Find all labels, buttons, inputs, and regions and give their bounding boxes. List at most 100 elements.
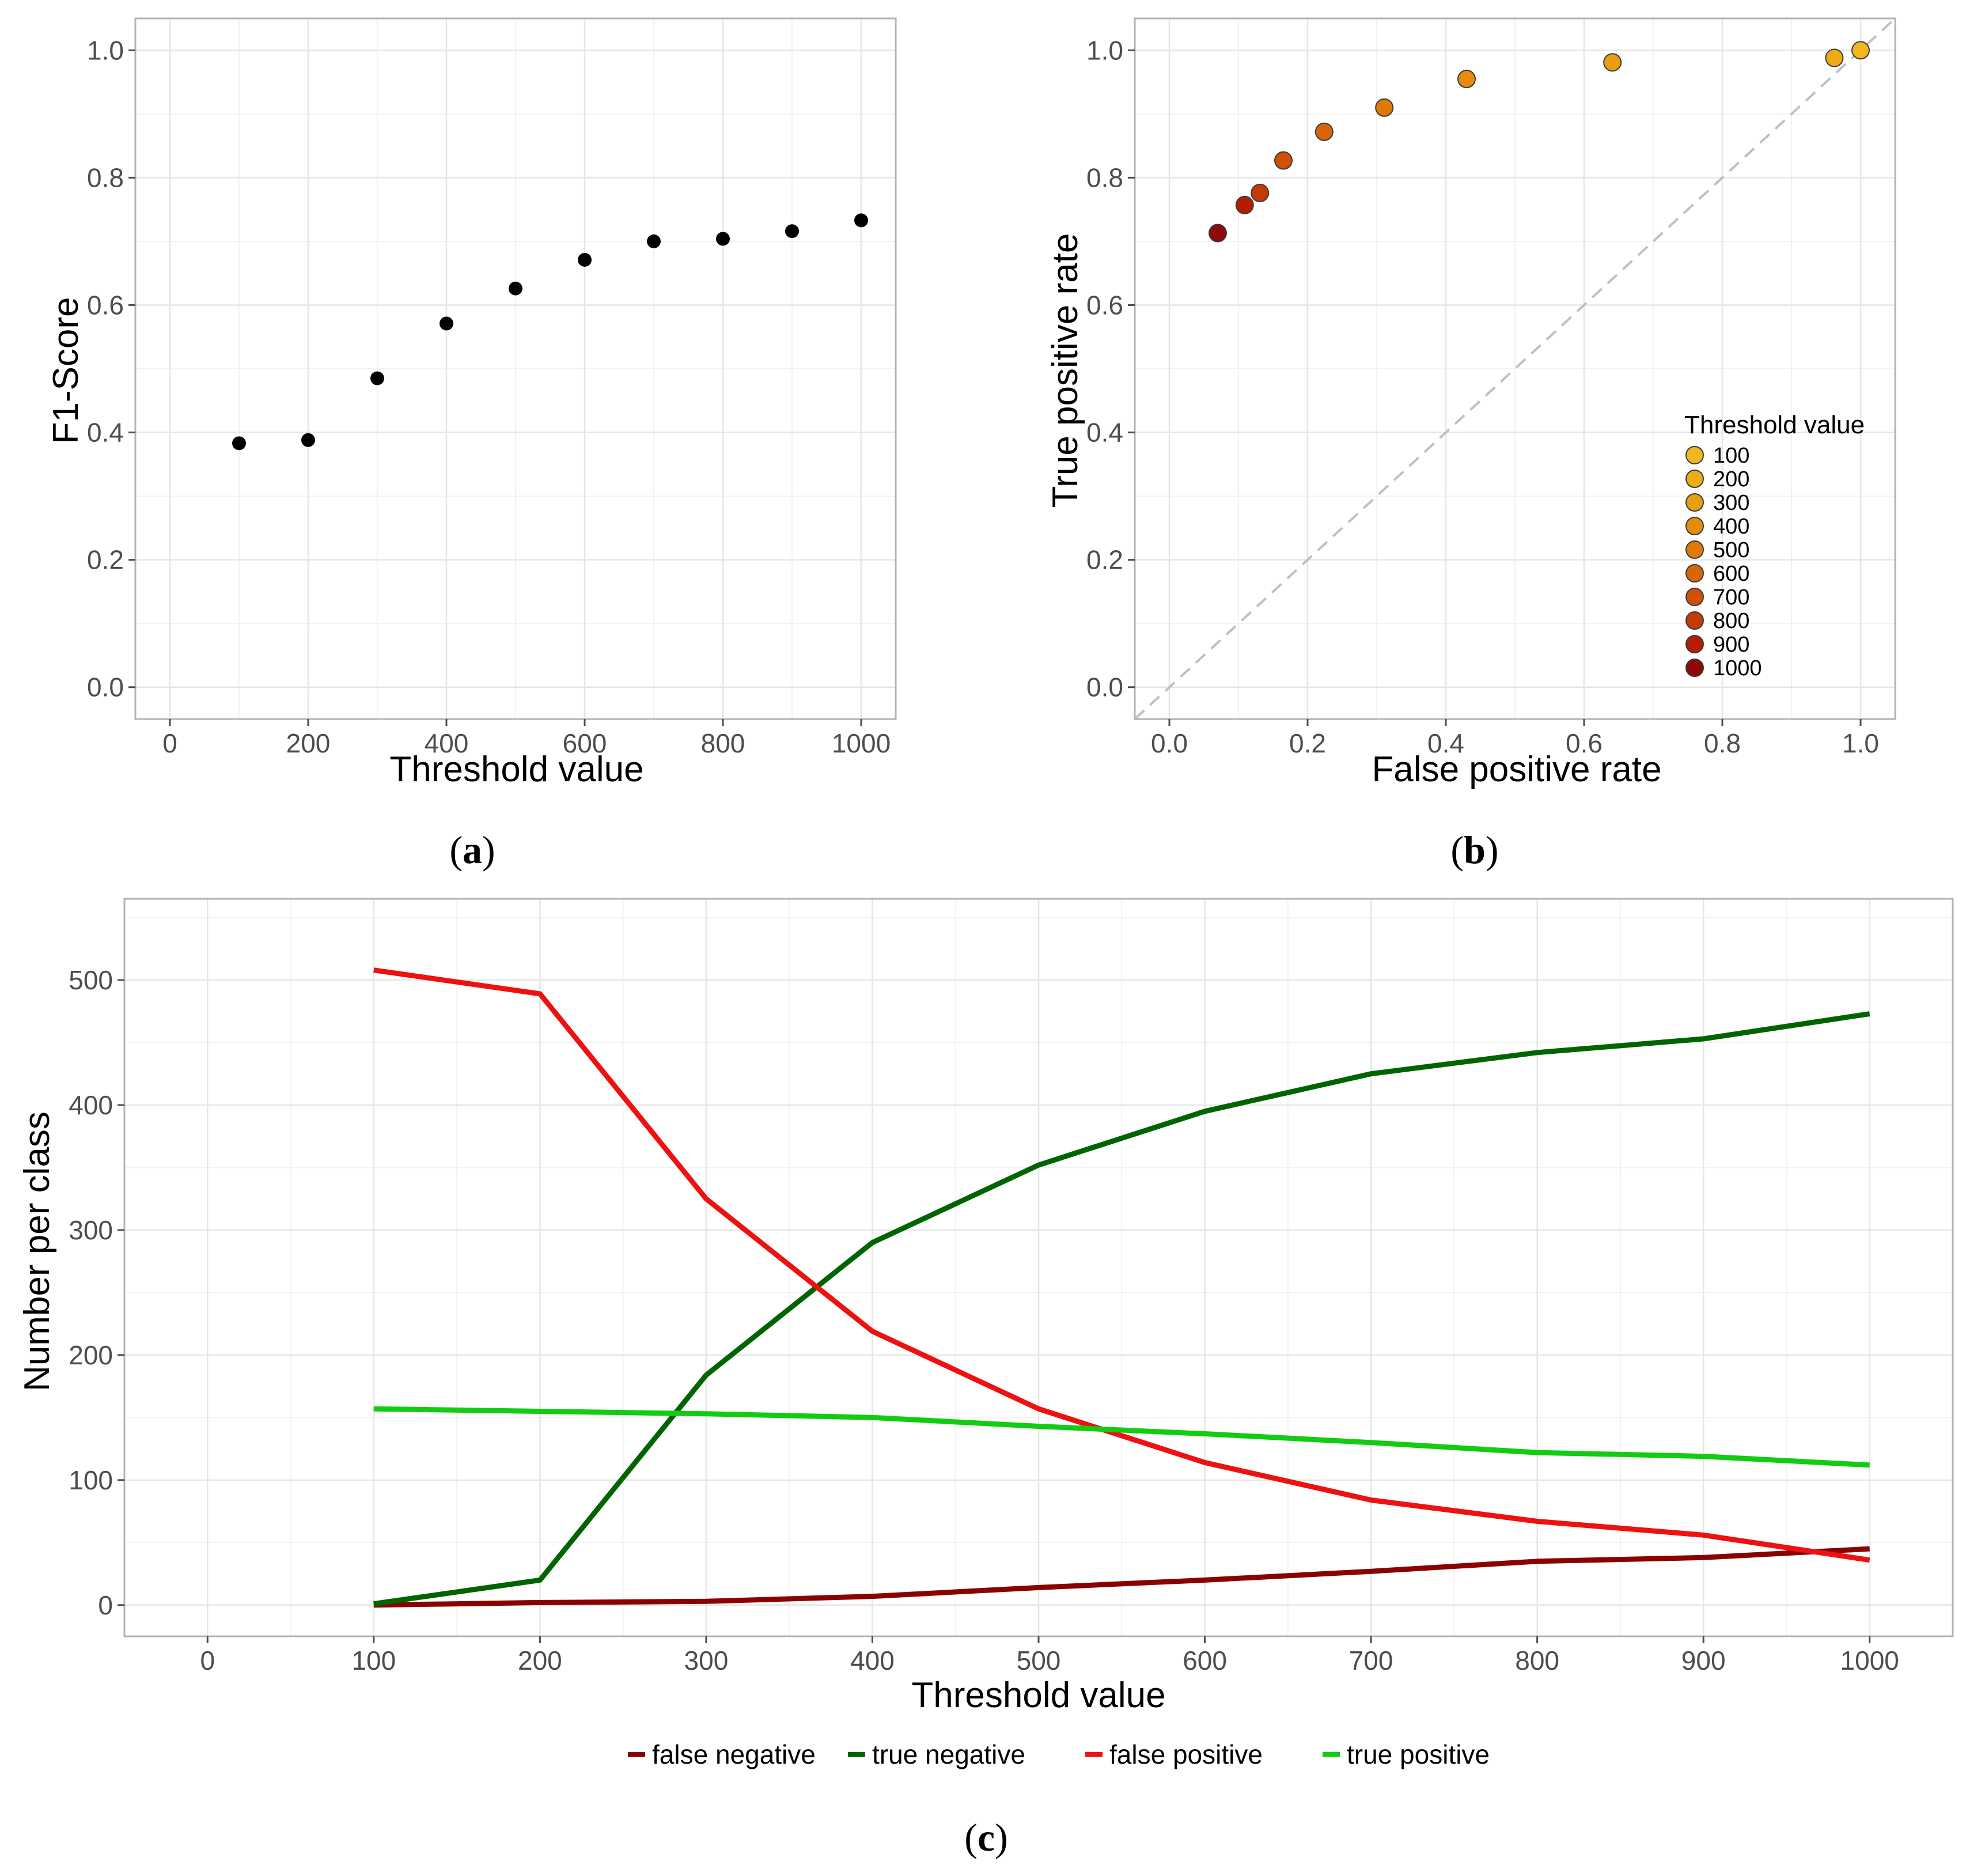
a-x-tick-label: 200	[286, 728, 331, 758]
panel-b-data-point	[1209, 224, 1227, 243]
c-x-tick-label: 900	[1681, 1646, 1726, 1675]
a-x-tick-label: 1000	[832, 728, 891, 758]
c-x-tick-label: 500	[1017, 1646, 1061, 1675]
panel-c-y-ticks: 0 100 200 300 400 500	[69, 965, 124, 1620]
panel-a-points	[232, 213, 868, 451]
b-x-tick-label: 0.0	[1151, 728, 1188, 758]
panel-b-x-axis-title: False positive rate	[1372, 750, 1661, 789]
panel-c-legend-label: true negative	[872, 1739, 1025, 1769]
panel-b-data-point	[1274, 151, 1293, 170]
panel-c-label: (c)	[964, 1816, 1008, 1859]
panel-a-data-point	[232, 436, 246, 451]
panel-b-data-point	[1375, 98, 1394, 117]
panel-b-x-ticks: 0.0 0.2 0.4 0.6 0.8 1.0	[1151, 719, 1879, 758]
c-x-tick-label: 800	[1515, 1646, 1559, 1675]
panel-c-label-close: )	[995, 1816, 1008, 1859]
panel-a-data-point	[647, 234, 661, 248]
panel-b-y-ticks: 0.0 0.2 0.4 0.6 0.8 1.0	[1086, 35, 1135, 702]
panel-c-y-axis-title: Number per class	[17, 1111, 57, 1391]
b-y-tick-label: 0.4	[1086, 418, 1123, 448]
c-y-tick-label: 0	[98, 1590, 113, 1620]
a-x-tick-label: 400	[425, 728, 469, 758]
panel-b-data-point	[1251, 183, 1270, 202]
a-y-tick-label: 0.8	[87, 162, 124, 192]
panel-c-legend: false negative true negative false positiv…	[628, 1739, 1490, 1769]
panel-a-data-point	[440, 316, 453, 331]
panel-a-label-open: (	[449, 828, 463, 872]
panel-a-y-axis-title: F1-Score	[46, 297, 86, 444]
panel-b-y-axis-title: True positive rate	[1045, 233, 1085, 508]
c-y-tick-label: 300	[69, 1215, 113, 1245]
a-y-tick-label: 1.0	[87, 35, 124, 65]
panel-a-grid	[135, 18, 896, 719]
a-y-tick-label: 0.4	[87, 418, 124, 448]
c-x-tick-label: 100	[351, 1646, 396, 1675]
panel-a-x-ticks: 0 200 400 600 800 1000	[162, 719, 891, 758]
panel-b-legend-label: 900	[1713, 633, 1749, 657]
panel-b-legend-label: 300	[1713, 491, 1749, 515]
c-x-tick-label: 1000	[1840, 1646, 1899, 1675]
panel-b-legend-swatch	[1685, 540, 1704, 559]
b-x-tick-label: 0.8	[1704, 728, 1741, 758]
b-y-tick-label: 0.2	[1086, 545, 1123, 575]
c-x-tick-label: 400	[850, 1646, 895, 1675]
panel-b-data-point	[1851, 41, 1870, 60]
panel-b-data-point	[1235, 195, 1254, 214]
panel-a-label: (a)	[449, 828, 495, 872]
panel-b-legend-swatch	[1685, 517, 1704, 535]
panel-b-legend-label: 800	[1713, 609, 1749, 633]
c-y-tick-label: 100	[69, 1465, 113, 1495]
b-y-tick-label: 0.6	[1086, 290, 1123, 320]
c-x-tick-label: 700	[1349, 1646, 1393, 1675]
panel-c-class-counts-chart: 0 100 200 300 400 500 600 700 800 900 1000 0 100 200…	[17, 898, 1954, 1769]
a-x-tick-label: 0	[162, 728, 177, 758]
panel-b-legend-label: 600	[1713, 562, 1749, 586]
panel-b-legend-swatch	[1685, 446, 1704, 464]
panel-a-data-point	[854, 213, 868, 228]
panel-b-legend-label: 1000	[1713, 656, 1762, 680]
panel-b-legend-title: Threshold value	[1684, 411, 1865, 439]
panel-b-legend-swatch	[1685, 588, 1704, 606]
c-y-tick-label: 500	[69, 965, 113, 995]
panel-b-data-point	[1457, 70, 1476, 89]
panel-b-roc-chart: 0.0 0.2 0.4 0.6 0.8 1.0 0.0 0.2 0.4 0.6 0.8 1.0 Fa…	[1045, 17, 1896, 789]
b-x-tick-label: 1.0	[1842, 728, 1879, 758]
a-x-tick-label: 800	[701, 728, 745, 758]
panel-c-series-lines	[373, 967, 1870, 1608]
panel-b-data-point	[1603, 53, 1622, 72]
panel-a-data-point	[785, 224, 799, 239]
b-y-tick-label: 0.0	[1086, 672, 1123, 702]
panel-b-legend-label: 200	[1713, 467, 1749, 491]
panel-a-data-point	[301, 433, 315, 447]
panel-a-label-close: )	[482, 828, 495, 872]
panel-b-label-close: )	[1486, 828, 1499, 872]
panel-c-x-ticks: 0 100 200 300 400 500 600 700 800 900 1000	[200, 1636, 1899, 1675]
panel-b-legend: Threshold value 100200300400500600700800…	[1684, 411, 1865, 680]
panel-b-data-point	[1315, 122, 1334, 141]
panel-a-x-axis-title: Threshold value	[389, 750, 643, 789]
panel-b-legend-label: 100	[1713, 444, 1749, 468]
b-x-tick-label: 0.4	[1427, 728, 1464, 758]
panel-a-frame	[134, 17, 897, 720]
panel-b-legend-swatch	[1685, 635, 1704, 653]
c-x-tick-label: 200	[518, 1646, 562, 1675]
panel-c-series-line-true-negative	[373, 1011, 1870, 1607]
panel-c-series-line-true-positive	[373, 1406, 1870, 1468]
panel-b-legend-swatch	[1685, 659, 1704, 677]
a-y-tick-label: 0.2	[87, 545, 124, 575]
panel-c-legend-label: false negative	[652, 1739, 816, 1769]
panel-b-points	[1209, 41, 1870, 243]
panel-c-series-line-false-positive	[373, 967, 1870, 1563]
a-y-tick-label: 0.0	[87, 672, 124, 702]
panel-b-legend-swatch	[1685, 564, 1704, 583]
panel-b-legend-label: 700	[1713, 585, 1749, 610]
panel-b-frame	[1134, 17, 1896, 720]
panel-c-grid	[124, 899, 1953, 1636]
b-x-tick-label: 0.6	[1566, 728, 1603, 758]
panel-a-f1-score-chart: 0 200 400 600 800 1000 0.0 0.2 0.4 0.6 0.8 1.0 Thr…	[46, 17, 897, 789]
panel-a-data-point	[578, 252, 592, 267]
panel-b-legend-swatch	[1685, 611, 1704, 630]
b-x-tick-label: 0.2	[1289, 728, 1326, 758]
panel-a-data-point	[370, 371, 384, 385]
